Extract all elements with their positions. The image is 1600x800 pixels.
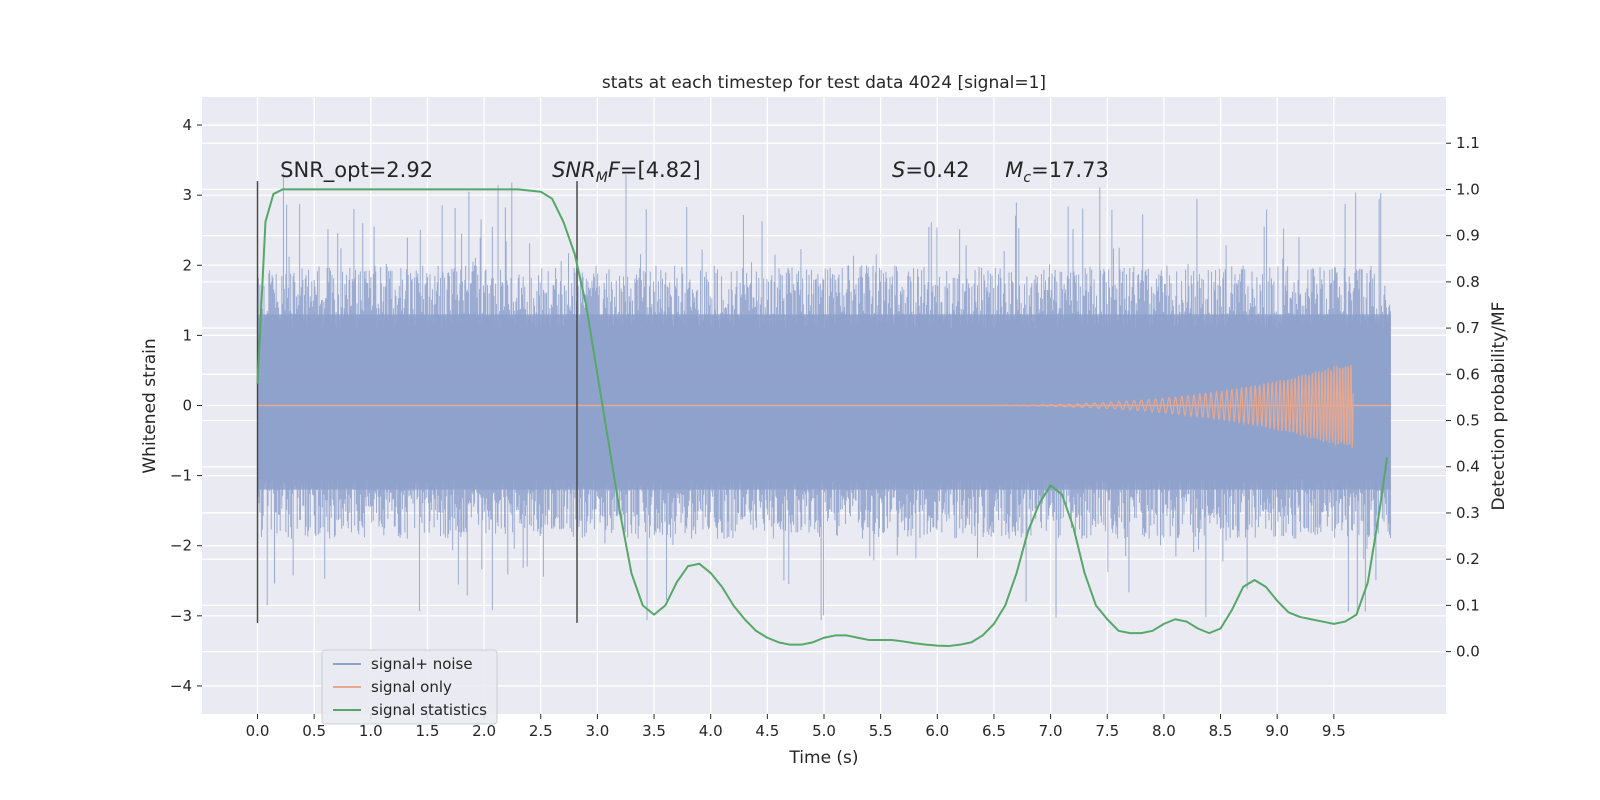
legend-label-noise: signal+ noise <box>371 655 473 673</box>
y-tick-label: 3 <box>182 186 192 204</box>
y2-tick-label: 1.0 <box>1456 180 1480 198</box>
y2-tick-label: 1.1 <box>1456 134 1480 152</box>
y2-tick-label: 0.1 <box>1456 596 1480 614</box>
legend-label-signal-statistics: signal statistics <box>371 701 487 719</box>
y2-tick-label: 0.8 <box>1456 273 1480 291</box>
y2-tick-label: 0.0 <box>1456 643 1480 661</box>
x-tick-label: 4.5 <box>755 722 779 740</box>
y-tick-label: 1 <box>182 326 192 344</box>
x-tick-label: 8.5 <box>1209 722 1233 740</box>
annotation-snr-opt: SNR_opt=2.92 <box>280 158 433 183</box>
x-tick-label: 3.0 <box>585 722 609 740</box>
vertical-markers <box>256 181 578 623</box>
legend: signal+ noise signal only signal statist… <box>321 649 498 725</box>
x-tick-label: 1.5 <box>416 722 440 740</box>
y2-tick-label: 0.5 <box>1456 412 1480 430</box>
x-tick-label: 2.5 <box>529 722 553 740</box>
y-tick-label: −3 <box>170 607 192 625</box>
annotations: SNR_opt=2.92 SNRMF=[4.82] S=0.42 Mc=17.7… <box>280 158 1109 186</box>
y-tick-label: 4 <box>182 116 192 134</box>
signal-statistics-line <box>256 188 1389 648</box>
signal-only-chirp <box>937 365 1354 449</box>
ticks: 0.0 0.5 1.0 1.5 2.0 2.5 3.0 3.5 4.0 4.5 5.0 5.5 6.0 6… <box>170 116 1480 740</box>
annotation-snr-mf-tail: F <box>608 158 621 182</box>
annotation-s-symbol: S <box>892 158 905 182</box>
x-tick-label: 0.5 <box>302 722 326 740</box>
signal-statistics-series <box>256 188 1389 648</box>
signal-only-series <box>257 365 1391 449</box>
y-axis-label: Whitened strain <box>140 338 160 473</box>
y-tick-label: 2 <box>182 256 192 274</box>
noise-series <box>257 172 1391 621</box>
legend-box <box>321 649 498 725</box>
annotation-mc-subscript: c <box>1023 170 1031 186</box>
x-tick-label: 7.0 <box>1039 722 1063 740</box>
y2-tick-label: 0.6 <box>1456 365 1480 383</box>
x-tick-label: 5.0 <box>812 722 836 740</box>
y2-tick-label: 0.2 <box>1456 550 1480 568</box>
x-tick-label: 4.0 <box>699 722 723 740</box>
x-tick-label: 8.0 <box>1152 722 1176 740</box>
x-tick-label: 2.0 <box>472 722 496 740</box>
y2-tick-label: 0.3 <box>1456 504 1480 522</box>
y2-tick-label: 0.9 <box>1456 227 1480 245</box>
chart-title: stats at each timestep for test data 402… <box>602 73 1046 93</box>
y2-axis-label: Detection probability/MF <box>1489 302 1509 511</box>
y2-tick-label: 0.4 <box>1456 458 1480 476</box>
annotation-snr-mf: SNRMF=[4.82] <box>552 158 701 186</box>
x-tick-label: 9.5 <box>1322 722 1346 740</box>
annotation-s-number: =0.42 <box>905 158 969 182</box>
y2-tick-label: 0.7 <box>1456 319 1480 337</box>
x-tick-label: 0.0 <box>246 722 270 740</box>
x-tick-label: 7.5 <box>1095 722 1119 740</box>
annotation-mc-symbol: M <box>1005 158 1023 182</box>
y-tick-label: −2 <box>170 537 192 555</box>
legend-label-signal-only: signal only <box>371 678 452 696</box>
x-tick-label: 3.5 <box>642 722 666 740</box>
annotation-mc-number: =17.73 <box>1031 158 1109 182</box>
annotation-s-value: S=0.42 <box>892 158 970 182</box>
y-tick-label: −4 <box>170 677 192 695</box>
annotation-mc-value: Mc=17.73 <box>1005 158 1109 186</box>
annotation-snr-mf-subscript: M <box>596 170 608 186</box>
x-tick-label: 1.0 <box>359 722 383 740</box>
x-tick-label: 6.5 <box>982 722 1006 740</box>
annotation-snr-mf-symbol: SNR <box>552 158 596 182</box>
x-tick-label: 6.0 <box>925 722 949 740</box>
y-tick-label: 0 <box>182 397 192 415</box>
x-tick-label: 9.0 <box>1265 722 1289 740</box>
x-tick-label: 5.5 <box>869 722 893 740</box>
y-tick-label: −1 <box>170 467 192 485</box>
annotation-snr-mf-value: =[4.82] <box>620 158 701 182</box>
x-axis-label: Time (s) <box>788 748 858 768</box>
